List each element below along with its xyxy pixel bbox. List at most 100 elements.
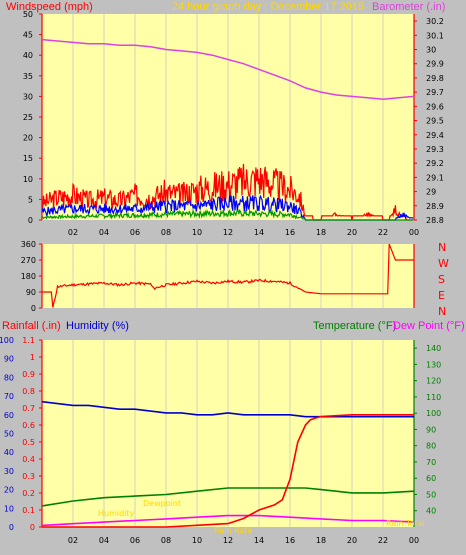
rainfall-label: Rainfall (.in): [2, 320, 61, 332]
compass-label: E: [438, 289, 445, 302]
humidity-temp-rain-chart: 010203040506070809010000.10.20.30.40.50.…: [0, 336, 441, 545]
left-tick-label: 270: [21, 256, 36, 265]
rain-tick-label: 0.8: [22, 387, 35, 396]
humidity-tick-label: 70: [4, 392, 14, 401]
wind-speed-line: [41, 163, 414, 221]
x-tick-label: 10: [192, 228, 202, 237]
x-tick-label: 04: [99, 536, 109, 545]
right-tick-label: 29.4: [426, 131, 444, 140]
rain-tick-label: 0.2: [22, 489, 35, 498]
temp-tick-label: 130: [426, 360, 441, 369]
humidity-tick-label: 80: [4, 373, 14, 382]
x-tick-label: 20: [347, 228, 357, 237]
rain-total-line: [42, 413, 414, 528]
temp-tick-label: 90: [426, 425, 436, 434]
left-tick-label: 25: [23, 113, 33, 122]
compass-label: W: [438, 257, 449, 270]
rain-tick-label: 1: [30, 353, 35, 362]
right-tick-label: 29.5: [426, 117, 444, 126]
left-tick-label: 45: [23, 31, 33, 40]
dewpoint-line: [41, 514, 415, 527]
barometer-label: Barometer (.in): [372, 1, 445, 13]
temp-tick-label: 100: [426, 409, 441, 418]
right-tick-label: 29: [426, 188, 436, 197]
x-tick-label: 12: [223, 228, 233, 237]
temp-tick-label: 140: [426, 344, 441, 353]
humidity-tick-label: 90: [4, 355, 14, 364]
x-tick-label: 10: [192, 536, 202, 545]
x-tick-label: 14: [254, 228, 264, 237]
compass-label: S: [438, 273, 445, 286]
right-tick-label: 30: [426, 46, 436, 55]
rain-tick-label: 0.1: [22, 506, 35, 515]
x-tick-label: 06: [130, 228, 140, 237]
humidity-tick-label: 60: [4, 411, 14, 420]
left-tick-label: 40: [23, 51, 33, 60]
temp-tick-label: 110: [426, 393, 441, 402]
right-tick-label: 29.1: [426, 173, 444, 182]
right-tick-label: 29.9: [426, 60, 444, 69]
x-tick-label: 12: [223, 536, 233, 545]
right-tick-label: 29.2: [426, 159, 444, 168]
x-tick-label: 14: [254, 536, 264, 545]
rain-tick-label: 0.3: [22, 472, 35, 481]
temperature-line: [41, 487, 415, 507]
left-tick-label: 35: [23, 72, 33, 81]
humidity-tick-label: 50: [4, 430, 14, 439]
right-tick-label: 30.1: [426, 31, 444, 40]
x-tick-label: 00: [409, 228, 419, 237]
humidity-tick-label: 20: [4, 486, 14, 495]
series-annotation: Humidity: [98, 509, 135, 518]
rain-tick-label: 0.5: [22, 438, 35, 447]
left-tick-label: 20: [23, 134, 33, 143]
temp-tick-label: 80: [426, 442, 436, 451]
wind-low-line: [41, 208, 414, 221]
x-tick-label: 22: [378, 536, 388, 545]
series-annotation: Dewpoint: [143, 499, 181, 508]
barometer-line: [41, 38, 415, 100]
x-tick-label: 04: [99, 228, 109, 237]
x-tick-label: 02: [68, 536, 78, 545]
humidity-tick-label: 10: [4, 504, 14, 513]
left-tick-label: 180: [21, 272, 36, 281]
x-tick-label: 22: [378, 228, 388, 237]
x-tick-label: 18: [316, 228, 326, 237]
left-tick-label: 0: [28, 216, 33, 225]
humidity-tick-label: 100: [0, 336, 14, 345]
humidity-tick-label: 0: [9, 523, 14, 532]
x-tick-label: 08: [161, 536, 171, 545]
temperature-label: Temperature (°F): [313, 320, 396, 332]
humidity-line: [41, 400, 414, 418]
series-annotation: Rain Rate: [214, 526, 253, 535]
temp-tick-label: 70: [426, 458, 436, 467]
right-tick-label: 28.9: [426, 202, 444, 211]
temp-tick-label: 50: [426, 490, 436, 499]
compass-label: N: [438, 241, 446, 254]
windspeed-label: Windspeed (mph): [6, 1, 93, 13]
rain-tick-label: 0.4: [22, 455, 35, 464]
x-tick-label: 18: [316, 536, 326, 545]
humidity-tick-label: 40: [4, 448, 14, 457]
rain-tick-label: 0.6: [22, 421, 35, 430]
wind-direction-line: [42, 243, 414, 308]
temp-tick-label: 120: [426, 377, 441, 386]
right-tick-label: 29.6: [426, 102, 444, 111]
left-tick-label: 15: [23, 154, 33, 163]
left-tick-label: 30: [23, 92, 33, 101]
right-tick-label: 29.7: [426, 88, 444, 97]
rain-tick-label: 0.9: [22, 370, 35, 379]
left-tick-label: 10: [23, 175, 33, 184]
dewpoint-label: Dew Point (°F): [393, 320, 465, 332]
right-tick-label: 30.2: [426, 17, 444, 26]
rain-tick-label: 0.7: [22, 404, 35, 413]
right-tick-label: 29.8: [426, 74, 444, 83]
left-tick-label: 5: [28, 195, 33, 204]
left-tick-label: 90: [26, 288, 36, 297]
x-tick-label: 00: [409, 536, 419, 545]
humidity-label: Humidity (%): [66, 320, 129, 332]
rain-tick-label: 0: [30, 523, 35, 532]
graph-title: 24 hour graph day : December 17 2015: [172, 1, 364, 13]
right-tick-label: 28.8: [426, 216, 444, 225]
